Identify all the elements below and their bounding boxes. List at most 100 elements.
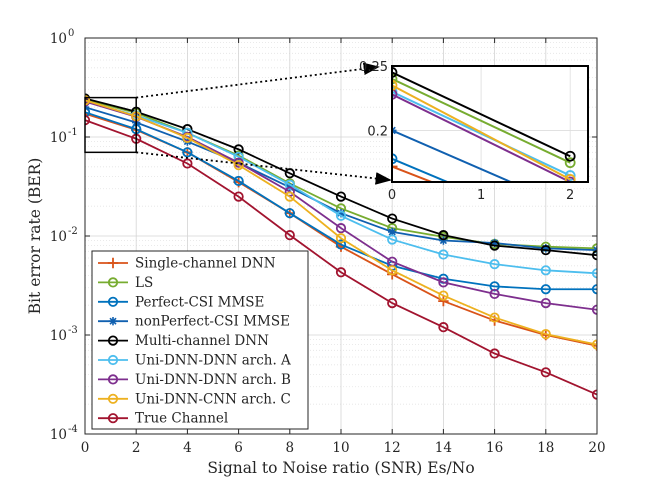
legend-label: True Channel: [135, 411, 228, 427]
data-point: [438, 290, 449, 301]
data-point: [107, 335, 119, 346]
data-point: [489, 288, 500, 300]
inset-plot: 0 1 2 0.2 0.25: [359, 60, 589, 203]
data-point: [107, 413, 119, 424]
data-point: [387, 265, 398, 276]
data-point: [489, 240, 500, 251]
inset-x-tick-label: 2: [566, 188, 574, 203]
inset-series-line: [392, 157, 450, 182]
data-point: [392, 161, 398, 173]
series-line: [85, 111, 597, 291]
inset-series-line: [392, 165, 435, 182]
legend-label: nonPerfect-CSI MMSE: [135, 314, 290, 330]
inset-series-line: [392, 71, 571, 158]
x-tick-labels: 0 2 4 6 8 10 12 14 16 18 20: [81, 440, 606, 456]
data-point: [107, 354, 119, 366]
x-tick-label: 8: [286, 440, 295, 456]
data-point: [392, 73, 398, 85]
legend-label: Uni-DNN-DNN arch. B: [135, 372, 291, 388]
series-line: [85, 119, 597, 396]
data-point: [564, 170, 576, 181]
data-point: [439, 236, 448, 245]
tick-marks: [84, 37, 598, 435]
data-point: [284, 208, 295, 219]
inset-series-line: [392, 90, 571, 177]
data-point: [387, 213, 398, 224]
series-line: [85, 97, 597, 257]
data-point: [540, 245, 551, 256]
inset-series: [392, 67, 576, 182]
data-point: [107, 393, 119, 404]
inset-y-tick-label: 0.2: [367, 124, 388, 139]
data-point: [284, 179, 295, 190]
inset-series-line: [392, 93, 571, 182]
data-point: [489, 259, 500, 270]
x-tick-label: 0: [81, 440, 90, 456]
legend-label: LS: [135, 275, 153, 291]
data-point: [335, 239, 347, 250]
inset-x-tick-label: 1: [477, 188, 485, 203]
data-point: [489, 348, 500, 359]
data-point: [182, 158, 193, 169]
x-tick-label: 16: [486, 440, 503, 456]
data-point: [438, 295, 449, 307]
x-tick-label: 18: [537, 440, 554, 456]
legend-label: Single-channel DNN: [135, 256, 276, 272]
inset-series-line: [392, 77, 571, 164]
inset-series-line: [392, 84, 571, 181]
legend-label: Perfect-CSI MMSE: [135, 294, 264, 310]
data-point: [233, 175, 244, 187]
x-tick-label: 12: [384, 440, 401, 456]
data-point: [284, 191, 295, 202]
data-point: [182, 132, 193, 143]
x-tick-label: 20: [588, 440, 605, 456]
x-axis-label: Signal to Noise ratio (SNR) Es/No: [207, 459, 474, 477]
data-point: [489, 312, 500, 323]
data-point: [540, 284, 551, 295]
data-point: [233, 160, 244, 171]
data-point: [182, 147, 193, 158]
data-point: [438, 277, 449, 288]
legend: Single-channel DNN LS Perfect-CSI MMSE nonP…: [91, 250, 309, 430]
data-point: [392, 153, 398, 165]
y-tick-exponent: -1: [68, 127, 78, 138]
x-tick-label: 2: [132, 440, 141, 456]
data-point: [540, 329, 551, 340]
data-point: [388, 227, 397, 237]
y-axis-label: Bit error rate (BER): [26, 158, 44, 315]
y-tick-label: 10: [50, 427, 67, 443]
data-point: [438, 322, 449, 333]
data-point: [438, 230, 449, 241]
data-point: [564, 176, 576, 182]
data-point: [540, 367, 551, 378]
data-point: [335, 267, 347, 278]
y-tick-exponent: -4: [68, 424, 78, 435]
data-point: [564, 157, 576, 169]
data-point: [392, 67, 398, 78]
y-tick-label: 10: [50, 229, 67, 245]
x-tick-label: 10: [332, 440, 349, 456]
data-point: [387, 298, 398, 309]
x-tick-label: 6: [234, 440, 243, 456]
data-point: [335, 191, 347, 202]
data-point: [335, 233, 347, 244]
y-tick-exponent: -2: [68, 226, 78, 237]
inset-y-tick-label: 0.25: [359, 60, 388, 75]
data-point: [107, 296, 119, 307]
inset-tick-labels: 0 1 2 0.2 0.25: [359, 60, 574, 203]
inset-x-tick-label: 0: [388, 188, 396, 203]
data-point: [107, 277, 119, 288]
inset-series-line: [392, 129, 514, 182]
data-point: [392, 88, 398, 100]
inset-frame: [391, 65, 589, 183]
data-point: [335, 210, 347, 221]
legend-label: Multi-channel DNN: [135, 333, 269, 349]
data-point: [541, 244, 550, 253]
y-tick-exponent: 0: [68, 28, 74, 39]
data-point: [564, 150, 576, 162]
zoom-arrow-top: [136, 62, 380, 99]
data-point: [107, 257, 119, 269]
data-point: [107, 374, 119, 385]
